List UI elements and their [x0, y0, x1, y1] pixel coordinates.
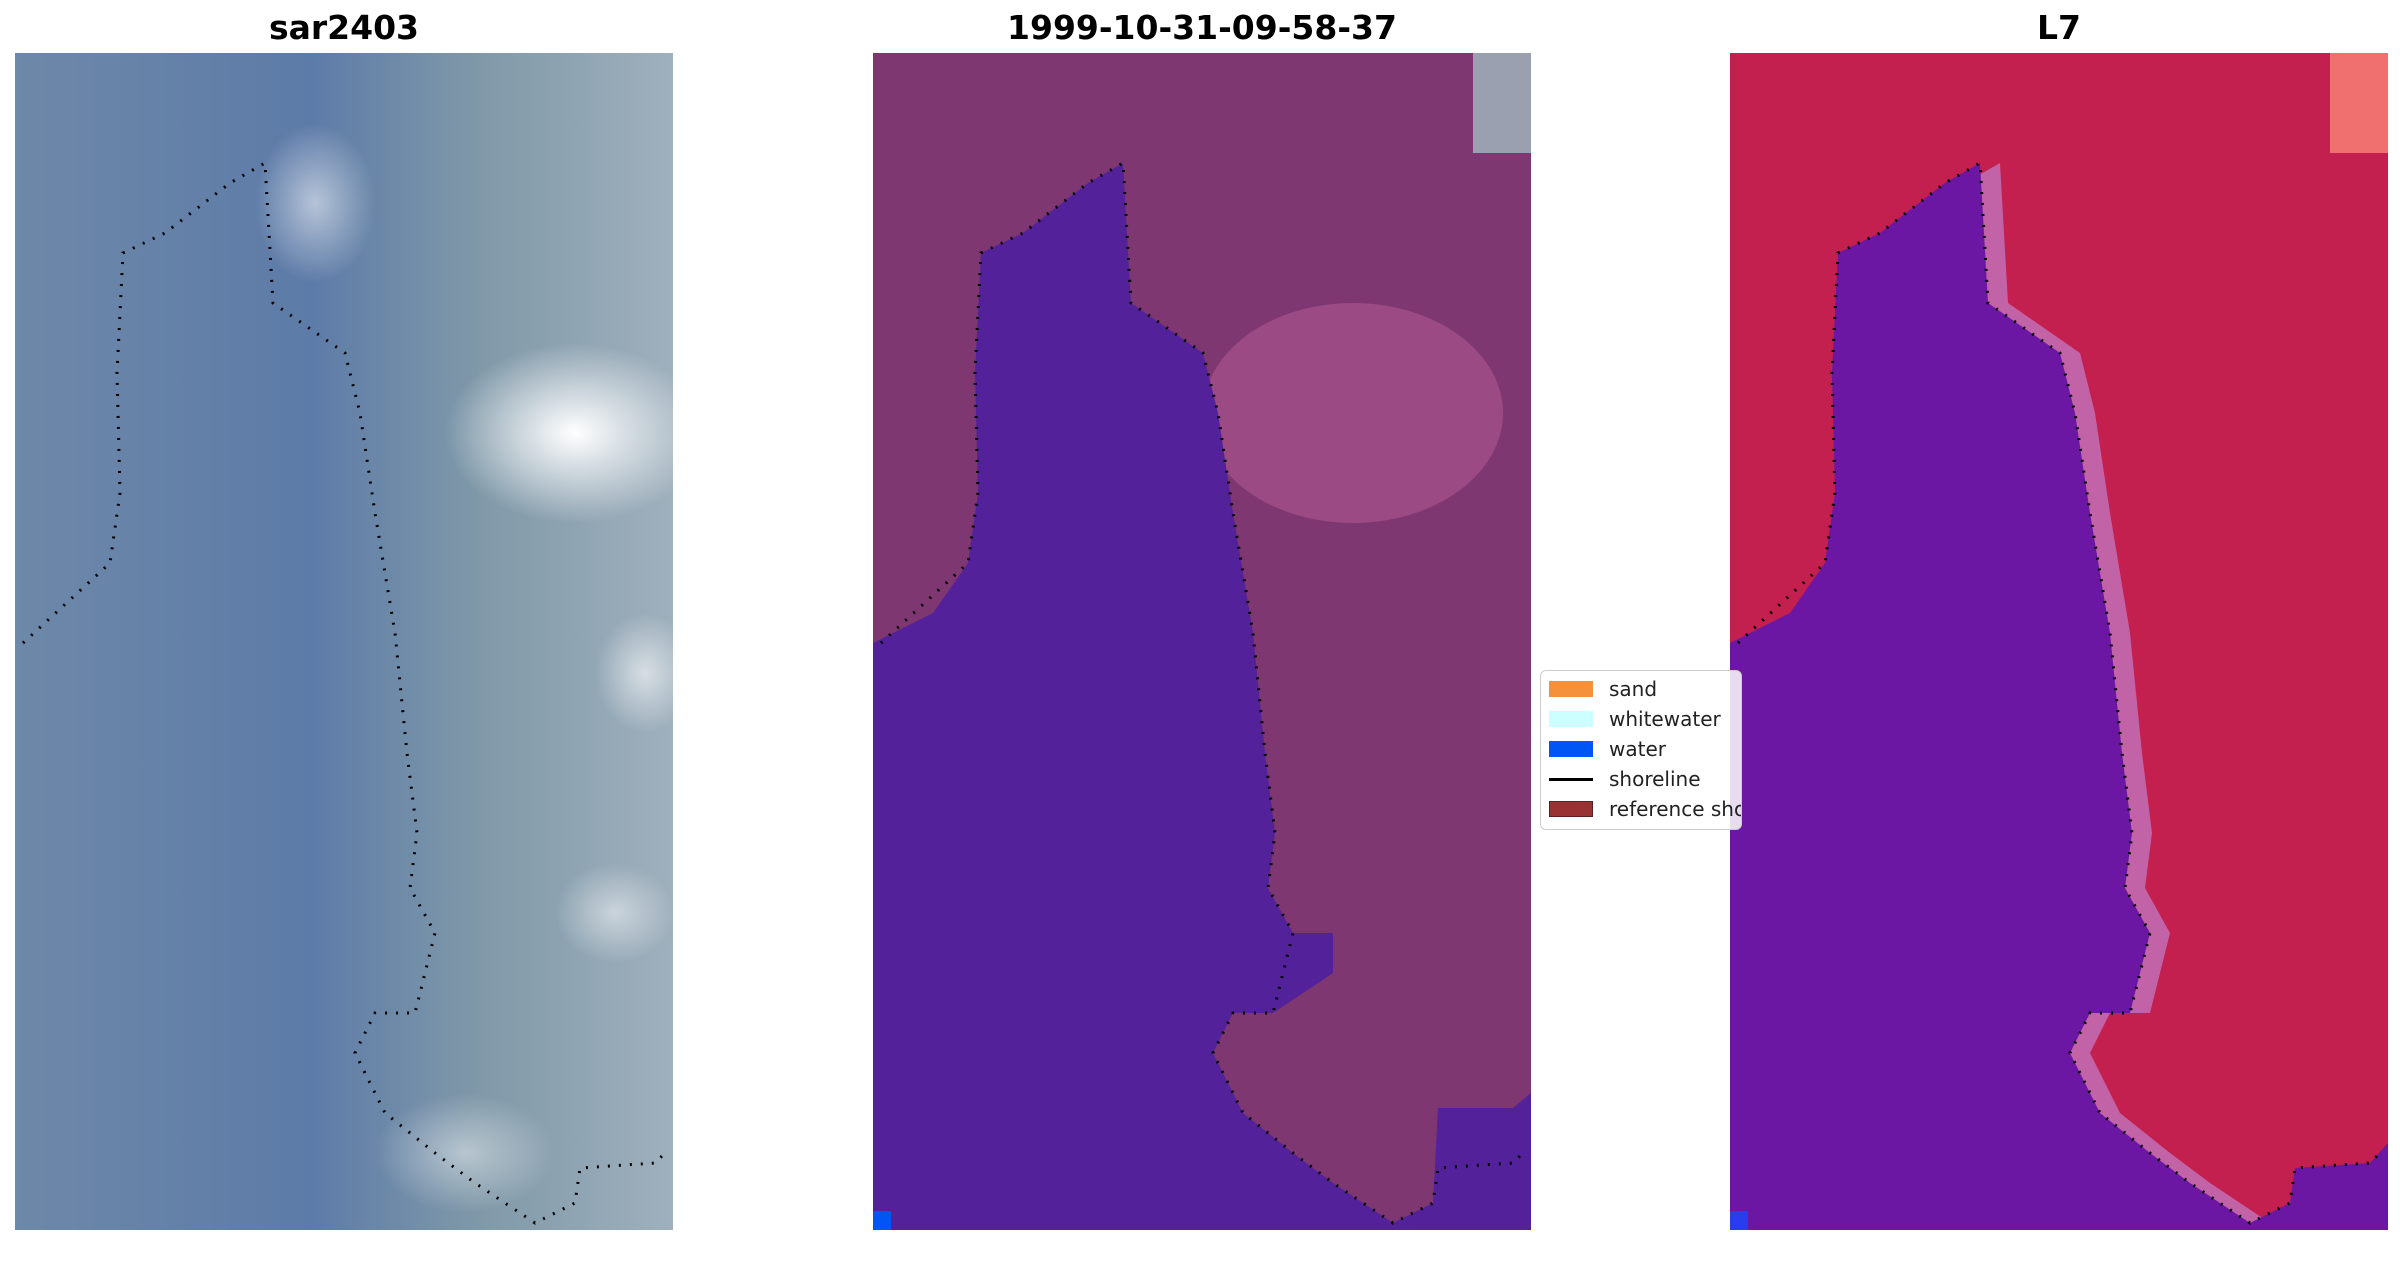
legend: sand whitewater water shoreline referenc… — [1540, 670, 1742, 830]
shoreline-line-swatch — [1549, 777, 1593, 781]
water-swatch — [1549, 741, 1593, 757]
sand-swatch — [1549, 681, 1593, 697]
legend-item-whitewater: whitewater — [1549, 707, 1721, 731]
panel-title-date: 1999-10-31-09-58-37 — [1007, 8, 1397, 47]
shoreline-path-rgb — [21, 160, 667, 1225]
index-image — [1730, 53, 2388, 1230]
panel-classified: 1999-10-31-09-58-37 — [873, 0, 1531, 1230]
reference-shoreline-swatch — [1549, 801, 1593, 817]
panel-index: L7 — [1730, 0, 2388, 1230]
legend-item-reference-shoreline: reference shoreline — [1549, 797, 1741, 821]
panel-rgb: sar2403 — [15, 0, 673, 1230]
shoreline-path-classified — [879, 160, 1525, 1225]
whitewater-swatch — [1549, 711, 1593, 727]
legend-item-sand: sand — [1549, 677, 1657, 701]
legend-item-water: water — [1549, 737, 1666, 761]
classified-image — [873, 53, 1531, 1230]
legend-item-shoreline: shoreline — [1549, 767, 1701, 791]
rgb-image — [15, 53, 673, 1230]
shoreline-path-index — [1736, 160, 2382, 1225]
panel-title-sensor: L7 — [2037, 8, 2081, 47]
panel-title-rgb: sar2403 — [268, 8, 420, 47]
